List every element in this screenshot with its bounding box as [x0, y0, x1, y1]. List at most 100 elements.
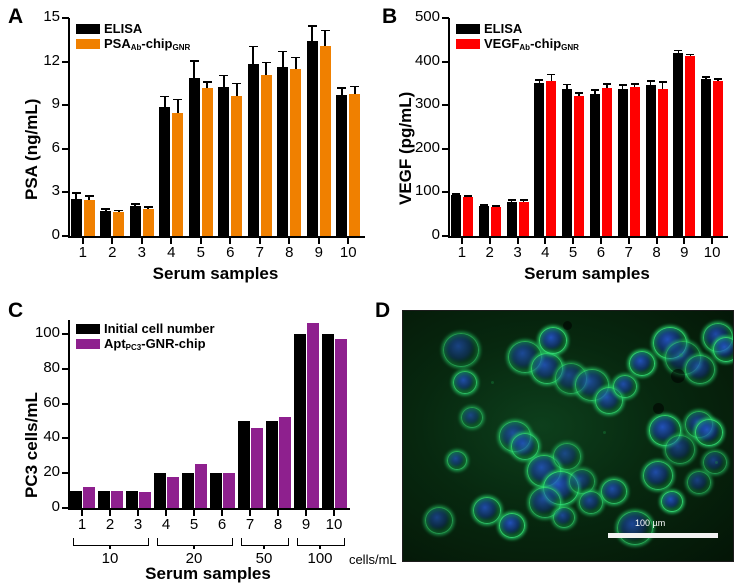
x-tick	[683, 238, 686, 244]
cell	[713, 337, 733, 362]
bar-series1-1	[69, 490, 82, 508]
y-tick-label: 0	[51, 226, 60, 243]
error-bar	[353, 85, 356, 94]
x-tick	[199, 238, 202, 244]
y-tick	[442, 104, 449, 107]
y-tick	[442, 191, 449, 194]
error-bar	[705, 75, 707, 80]
error-bar-cap	[189, 60, 199, 62]
x-tick-label-10: 10	[325, 516, 343, 533]
x-tick	[249, 510, 251, 516]
y-tick-label: 100	[34, 323, 60, 341]
bar-series2-3	[518, 201, 529, 236]
y-tick	[62, 437, 69, 440]
y-tick	[62, 17, 69, 19]
legend: ELISA PSAAb-chipGNR	[76, 22, 190, 52]
error-bar-cap	[84, 195, 94, 197]
y-tick	[62, 507, 69, 509]
error-bar-cap	[320, 29, 330, 32]
error-bar	[606, 83, 608, 88]
error-bar-cap	[173, 98, 183, 101]
error-bar-cap	[248, 45, 258, 48]
bar-series1-3	[125, 490, 138, 508]
y-tick	[62, 235, 69, 237]
x-tick-label-8: 8	[285, 244, 294, 261]
bracket-stem	[193, 545, 195, 549]
error-bar-cap	[590, 89, 599, 91]
group-label-50: 50	[255, 550, 273, 567]
y-tick	[442, 60, 449, 63]
bar-series1-6	[589, 94, 600, 236]
error-bar	[677, 49, 680, 54]
group-label-100: 100	[307, 550, 333, 567]
cell	[461, 407, 483, 428]
x-tick-label-1: 1	[77, 516, 87, 533]
x-tick	[572, 238, 575, 244]
bar-series2-7	[629, 87, 640, 236]
bar-series1-3	[506, 201, 517, 236]
error-bar-cap	[160, 95, 170, 98]
error-bar-cap	[686, 53, 695, 56]
bar-series1-10	[336, 95, 348, 236]
bar-series1-8	[645, 85, 656, 236]
bar-series1-3	[129, 206, 141, 236]
x-tick-label-10: 10	[339, 244, 357, 261]
x-tick-label-9: 9	[314, 244, 323, 261]
error-bar-cap	[702, 75, 711, 78]
group-label-10: 10	[101, 550, 119, 567]
x-tick	[347, 238, 350, 244]
bar-series2-9	[306, 323, 319, 508]
x-tick-label-8: 8	[652, 244, 661, 261]
legend-swatch	[76, 23, 100, 34]
error-bar	[193, 60, 196, 78]
y-tick	[62, 472, 69, 475]
cell	[703, 451, 727, 474]
y-tick-label: 100	[414, 182, 440, 200]
cell	[447, 451, 467, 471]
bar-series1-10	[701, 79, 712, 236]
bar-series2-3	[142, 209, 154, 236]
error-bar-cap	[547, 73, 556, 76]
legend-swatch	[456, 23, 480, 34]
x-tick	[165, 510, 167, 516]
scale-bar-label: 100 µm	[635, 518, 666, 528]
y-axis	[448, 18, 450, 237]
bar-series2-6	[601, 87, 612, 236]
cell	[443, 333, 479, 368]
x-tick	[229, 238, 232, 244]
panel-d-letter: D	[375, 299, 391, 322]
error-bar	[75, 192, 78, 199]
bar-series1-7	[617, 89, 628, 236]
x-tick	[488, 238, 491, 244]
legend-label: ELISA	[484, 21, 523, 36]
x-tick	[317, 238, 320, 244]
x-tick	[460, 238, 463, 244]
legend-label: VEGFAb-chipGNR	[484, 36, 579, 52]
cell	[617, 511, 653, 546]
x-tick-label-6: 6	[596, 244, 606, 261]
x-tick	[277, 510, 279, 516]
x-axis-label: Serum samples	[145, 564, 271, 583]
legend-subscript: GNR	[172, 43, 191, 52]
legend-subscript: GNR	[561, 43, 579, 52]
y-tick-label: 400	[414, 51, 440, 69]
error-bar-cap	[618, 84, 627, 86]
bar-series1-4	[153, 473, 166, 508]
error-bar	[294, 56, 297, 69]
bar-series2-7	[260, 74, 272, 236]
error-bar-cap	[232, 82, 242, 85]
cell	[539, 327, 567, 354]
error-bar-cap	[575, 92, 584, 94]
y-tick	[442, 235, 449, 237]
error-bar-cap	[130, 203, 140, 205]
bar-series2-10	[349, 93, 361, 236]
error-bar-cap	[101, 208, 111, 210]
cell	[695, 419, 723, 446]
error-bar-cap	[714, 78, 723, 80]
error-bar-cap	[463, 195, 472, 197]
error-bar-cap	[350, 85, 360, 88]
x-tick-label-7: 7	[245, 516, 255, 533]
error-bar-cap	[535, 79, 544, 81]
